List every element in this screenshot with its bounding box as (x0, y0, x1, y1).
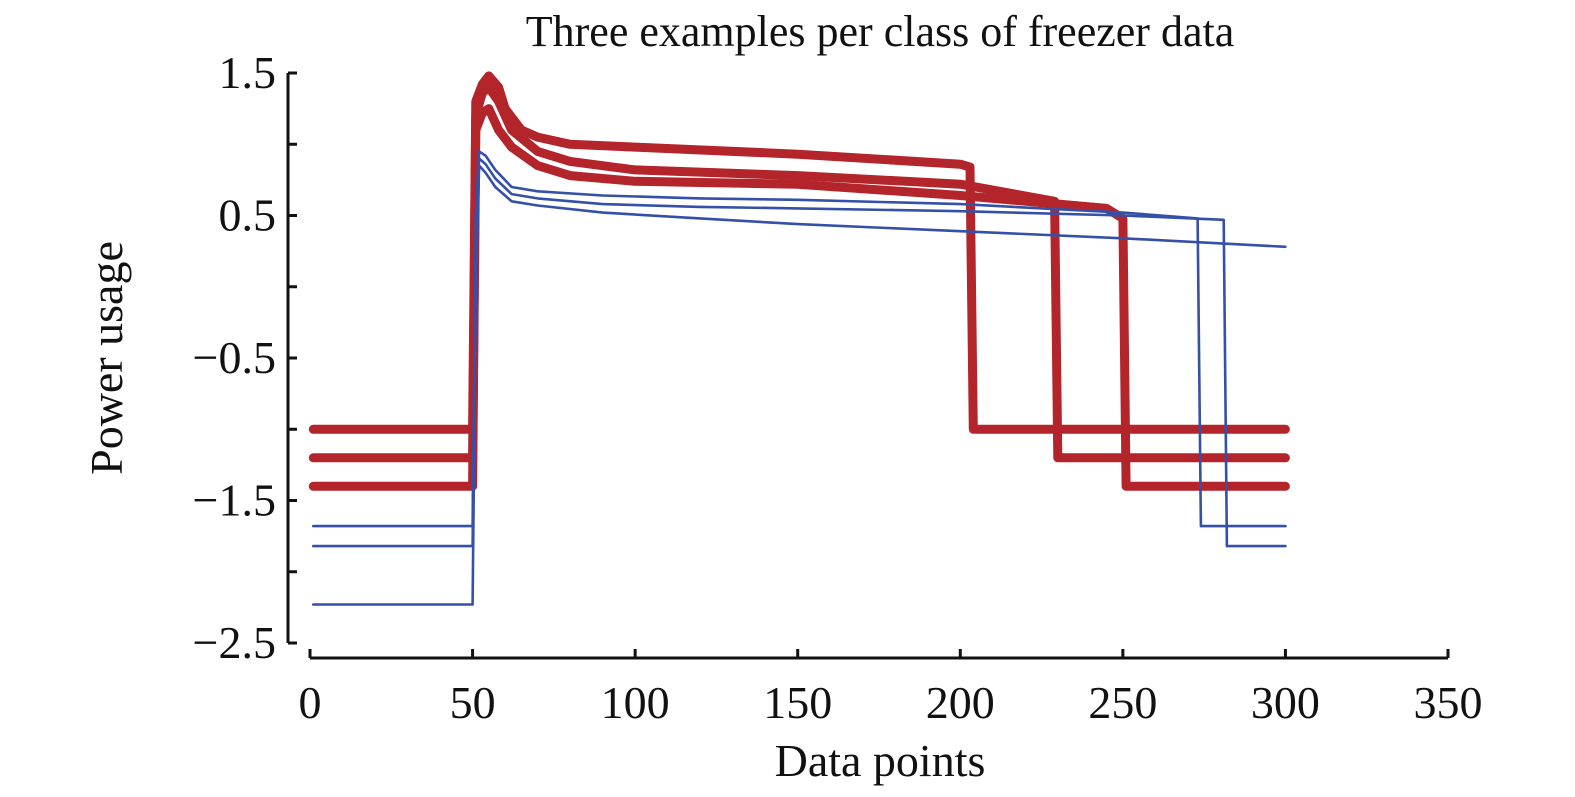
series-line-6 (311, 164, 1287, 606)
x-tick-label: 0 (299, 677, 322, 728)
x-tick-label: 100 (601, 677, 670, 728)
y-tick-label: 1.5 (219, 47, 277, 98)
chart-title: Three examples per class of freezer data (526, 7, 1234, 56)
series-line-1 (308, 71, 1290, 434)
plot-series (308, 71, 1290, 606)
y-tick-label: −2.5 (193, 617, 276, 668)
y-tick-label: 0.5 (219, 190, 277, 241)
x-tick-label: 300 (1251, 677, 1320, 728)
x-tick-label: 250 (1088, 677, 1157, 728)
x-tick-label: 350 (1414, 677, 1483, 728)
x-tick-label: 150 (763, 677, 832, 728)
axes: 0 50 100 150 200 250 300 350 1.5 0.5 −0.5 −1.5 −2.5 (193, 47, 1483, 728)
x-axis-label: Data points (775, 735, 986, 786)
x-tick-label: 200 (926, 677, 995, 728)
x-tick-label: 50 (450, 677, 496, 728)
series-line-2 (308, 82, 1290, 463)
y-tick-label: −0.5 (193, 332, 276, 383)
y-tick-label: −1.5 (193, 475, 276, 526)
y-axis-label: Power usage (81, 241, 132, 475)
